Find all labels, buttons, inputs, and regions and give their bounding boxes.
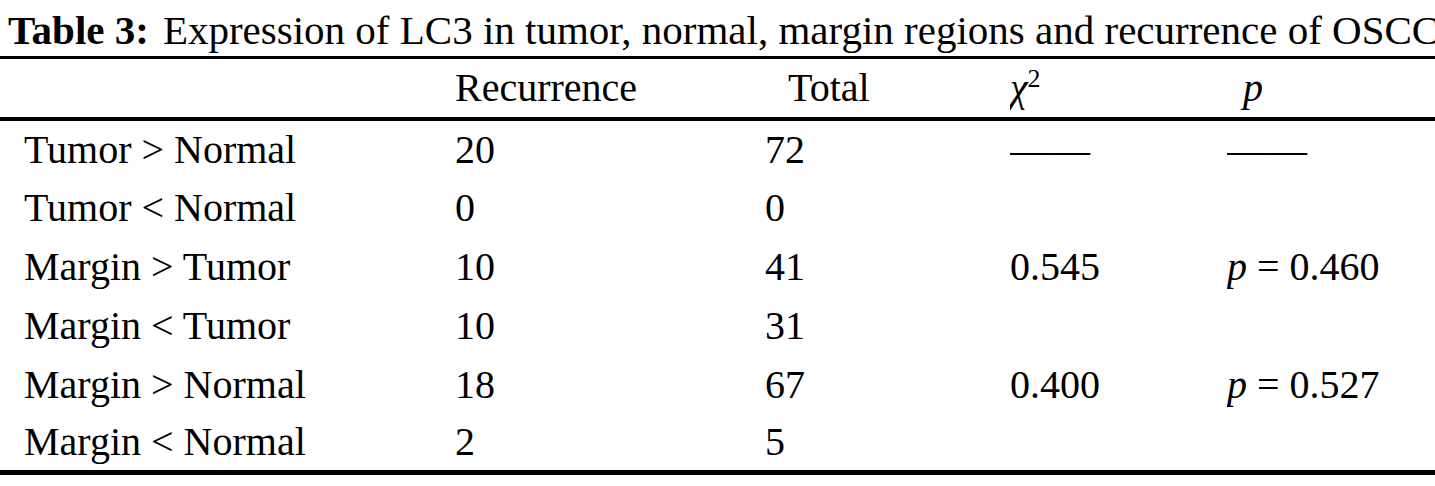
p-value-cell: —— [1227,119,1435,178]
table-caption-number: Table 3: [8,7,149,53]
comparison-cell: Margin > Normal [0,355,455,414]
chi-square-cell: 0.545 [1010,237,1227,296]
table-caption: Table 3: Expression of LC3 in tumor, norm… [8,4,1435,56]
recurrence-cell: 20 [455,119,765,178]
recurrence-cell: 0 [455,178,765,237]
chi-square-cell [1010,414,1227,473]
header-chi-square: χ2 [1010,58,1227,119]
header-row: Recurrence Total χ2 p [0,58,1435,119]
header-p: p [1227,58,1435,119]
p-value-cell [1227,296,1435,355]
table-row-margin-lt-normal: Margin < Normal 2 5 [0,414,1435,473]
chi-square-cell: 0.400 [1010,355,1227,414]
recurrence-cell: 2 [455,414,765,473]
comparison-cell: Tumor > Normal [0,119,455,178]
total-cell: 0 [765,178,1010,237]
chi-superscript: 2 [1028,64,1041,93]
lc3-expression-table: Recurrence Total χ2 p Tumor > Normal 20 … [0,56,1435,475]
p-symbol: p [1243,65,1263,110]
recurrence-cell: 10 [455,296,765,355]
p-value-cell [1227,178,1435,237]
table-row-tumor-gt-normal: Tumor > Normal 20 72 —— —— [0,119,1435,178]
table-caption-text: Expression of LC3 in tumor, normal, marg… [163,7,1435,53]
p-value-text: = 0.460 [1247,244,1380,289]
chi-symbol: χ [1010,65,1028,110]
total-cell: 31 [765,296,1010,355]
chi-square-cell: —— [1010,119,1227,178]
total-cell: 67 [765,355,1010,414]
comparison-cell: Margin > Tumor [0,237,455,296]
chi-square-cell [1010,296,1227,355]
p-value-cell: p = 0.527 [1227,355,1435,414]
p-value-text: —— [1227,127,1307,172]
table-row-margin-gt-normal: Margin > Normal 18 67 0.400 p = 0.527 [0,355,1435,414]
table-3-panel: Table 3: Expression of LC3 in tumor, norm… [0,0,1435,486]
table-row-tumor-lt-normal: Tumor < Normal 0 0 [0,178,1435,237]
header-total: Total [765,58,1010,119]
comparison-cell: Margin < Tumor [0,296,455,355]
total-cell: 5 [765,414,1010,473]
total-cell: 41 [765,237,1010,296]
table-row-margin-gt-tumor: Margin > Tumor 10 41 0.545 p = 0.460 [0,237,1435,296]
header-comparison [0,58,455,119]
p-value-text: = 0.527 [1247,362,1380,407]
total-cell: 72 [765,119,1010,178]
p-value-cell: p = 0.460 [1227,237,1435,296]
table-row-margin-lt-tumor: Margin < Tumor 10 31 [0,296,1435,355]
chi-square-cell [1010,178,1227,237]
p-symbol: p [1227,244,1247,289]
comparison-cell: Margin < Normal [0,414,455,473]
recurrence-cell: 10 [455,237,765,296]
header-recurrence: Recurrence [455,58,765,119]
comparison-cell: Tumor < Normal [0,178,455,237]
recurrence-cell: 18 [455,355,765,414]
p-symbol: p [1227,362,1247,407]
p-value-cell [1227,414,1435,473]
